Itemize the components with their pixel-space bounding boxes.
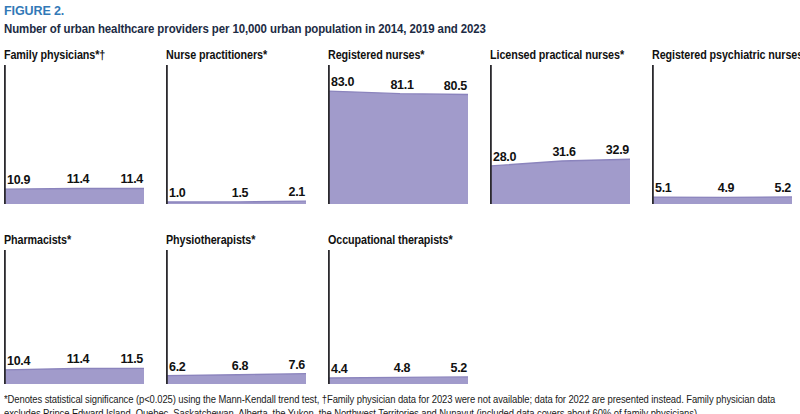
y-axis bbox=[166, 65, 168, 204]
figure-container: FIGURE 2. Number of urban healthcare pro… bbox=[0, 0, 800, 414]
value-label: 2.1 bbox=[289, 185, 306, 199]
value-label: 4.4 bbox=[331, 362, 348, 376]
value-label: 81.1 bbox=[390, 78, 413, 92]
value-label: 6.2 bbox=[169, 360, 186, 374]
chart-panel-physiotherapists: Physiotherapists* 6.2 6.8 7.6 bbox=[166, 230, 306, 384]
chart-row-top: Family physicians*† 10.9 11.4 11.4 Nurse pra… bbox=[4, 45, 800, 204]
chart-title: Licensed practical nurses* bbox=[490, 48, 624, 63]
y-axis bbox=[4, 250, 6, 384]
chart-title: Pharmacists* bbox=[4, 233, 71, 248]
figure-title: Number of urban healthcare providers per… bbox=[4, 20, 486, 37]
area-chart: 4.4 4.8 5.2 bbox=[328, 250, 468, 384]
chart-row-bottom: Pharmacists* 10.4 11.4 11.5 Physiotherapists… bbox=[4, 230, 800, 384]
chart-panel-pharmacists: Pharmacists* 10.4 11.4 11.5 bbox=[4, 230, 144, 384]
value-label: 10.4 bbox=[7, 354, 30, 368]
y-axis bbox=[652, 65, 654, 204]
value-label: 7.6 bbox=[289, 358, 306, 372]
area-chart: 10.9 11.4 11.4 bbox=[4, 65, 144, 204]
chart-title: Registered psychiatric nurses bbox=[652, 48, 800, 63]
chart-panel-nurse-practitioners: Nurse practitioners* 1.0 1.5 2.1 bbox=[166, 45, 306, 204]
value-label: 5.1 bbox=[655, 181, 672, 195]
value-label: 4.8 bbox=[394, 361, 411, 375]
value-label: 31.6 bbox=[552, 145, 575, 159]
chart-panel-occupational-therapists: Occupational therapists* 4.4 4.8 5.2 bbox=[328, 230, 468, 384]
value-label: 11.4 bbox=[67, 352, 90, 366]
area-chart: 1.0 1.5 2.1 bbox=[166, 65, 306, 204]
value-label: 83.0 bbox=[331, 75, 354, 89]
chart-panel-licensed-practical-nurses: Licensed practical nurses* 28.0 31.6 32.9 bbox=[490, 45, 630, 204]
value-label: 80.5 bbox=[444, 79, 467, 93]
value-label: 6.8 bbox=[232, 359, 249, 373]
chart-title: Occupational therapists* bbox=[328, 233, 453, 248]
footnote-text: *Denotes statistical significance (p<0.0… bbox=[4, 393, 800, 414]
area-shape bbox=[5, 188, 144, 204]
area-shape bbox=[329, 91, 468, 204]
area-chart: 6.2 6.8 7.6 bbox=[166, 250, 306, 384]
value-label: 4.9 bbox=[718, 181, 735, 195]
area-chart: 10.4 11.4 11.5 bbox=[4, 250, 144, 384]
value-label: 1.0 bbox=[169, 186, 186, 200]
chart-title: Physiotherapists* bbox=[166, 233, 255, 248]
value-label: 11.5 bbox=[121, 352, 144, 366]
value-label: 28.0 bbox=[493, 150, 516, 164]
value-label: 1.5 bbox=[232, 186, 249, 200]
value-label: 11.4 bbox=[121, 172, 144, 186]
value-label: 32.9 bbox=[606, 143, 629, 157]
area-shape bbox=[5, 368, 144, 384]
area-shape bbox=[491, 159, 630, 204]
area-top-edge bbox=[167, 201, 306, 202]
y-axis bbox=[166, 250, 168, 384]
figure-title-line: Number of urban healthcare providers per… bbox=[4, 19, 800, 42]
chart-panel-family-physicians: Family physicians*† 10.9 11.4 11.4 bbox=[4, 45, 144, 204]
area-top-edge bbox=[5, 188, 144, 189]
chart-title: Registered nurses* bbox=[328, 48, 424, 63]
y-axis bbox=[328, 250, 330, 384]
footnote-area: *Denotes statistical significance (p<0.0… bbox=[4, 393, 800, 414]
area-shape bbox=[653, 197, 792, 204]
value-label: 10.9 bbox=[7, 173, 30, 187]
chart-title: Family physicians*† bbox=[4, 48, 105, 63]
area-chart: 5.1 4.9 5.2 bbox=[652, 65, 792, 204]
y-axis bbox=[328, 65, 330, 204]
area-chart: 28.0 31.6 32.9 bbox=[490, 65, 630, 204]
value-label: 11.4 bbox=[67, 172, 90, 186]
area-chart: 83.0 81.1 80.5 bbox=[328, 65, 468, 204]
chart-panel-registered-nurses: Registered nurses* 83.0 81.1 80.5 bbox=[328, 45, 468, 204]
value-label: 5.2 bbox=[451, 361, 468, 375]
y-axis bbox=[490, 65, 492, 204]
chart-title: Nurse practitioners* bbox=[166, 48, 267, 63]
chart-panel-registered-psychiatric-nurses: Registered psychiatric nurses5.14.95.2 bbox=[652, 45, 792, 204]
y-axis bbox=[4, 65, 6, 204]
figure-label: FIGURE 2. bbox=[4, 4, 800, 19]
value-label: 5.2 bbox=[775, 181, 792, 195]
